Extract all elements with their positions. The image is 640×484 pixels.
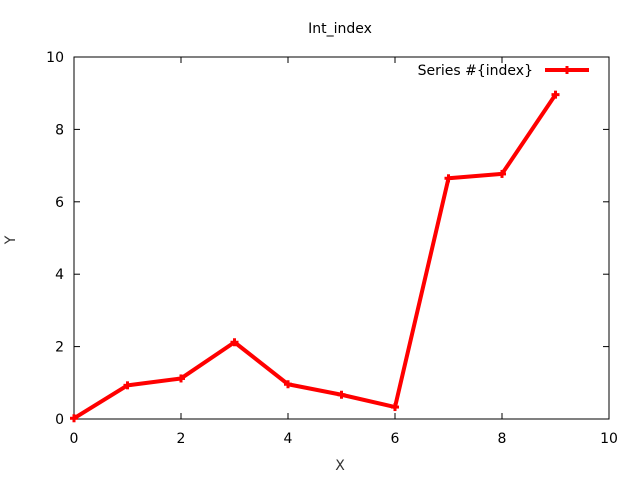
y-tick-label: 4 <box>55 267 64 283</box>
chart-title: Int_index <box>308 21 372 37</box>
series-line <box>72 92 558 421</box>
data-point <box>444 174 453 183</box>
data-point <box>391 403 399 412</box>
y-axis-label: Y <box>3 235 19 245</box>
x-tick-label: 0 <box>70 431 79 447</box>
series-layer <box>70 90 560 423</box>
x-tick-label: 6 <box>391 431 400 447</box>
data-point <box>70 414 78 423</box>
y-tick-label: 2 <box>55 340 64 356</box>
legend: Series #{index} <box>418 63 589 79</box>
x-axis-label: X <box>335 458 345 474</box>
data-point <box>498 169 506 178</box>
y-tick-label: 8 <box>55 122 64 138</box>
legend-label: Series #{index} <box>418 63 533 79</box>
data-point <box>551 90 560 99</box>
y-tick-label: 6 <box>55 195 64 211</box>
axes <box>73 56 610 420</box>
data-point <box>177 374 185 383</box>
data-point <box>230 338 239 347</box>
x-tick-label: 8 <box>498 431 507 447</box>
x-tick-label: 2 <box>177 431 186 447</box>
y-tick-label: 10 <box>46 50 64 66</box>
y-tick-label: 0 <box>55 412 64 428</box>
x-tick-label: 10 <box>600 431 618 447</box>
data-point <box>337 390 346 399</box>
data-point <box>284 380 292 389</box>
data-point <box>123 381 132 390</box>
x-tick-label: 4 <box>284 431 293 447</box>
plot-frame <box>73 56 610 420</box>
ticks: 0 2 4 6 8 10 0 2 4 6 8 10 <box>46 50 618 447</box>
